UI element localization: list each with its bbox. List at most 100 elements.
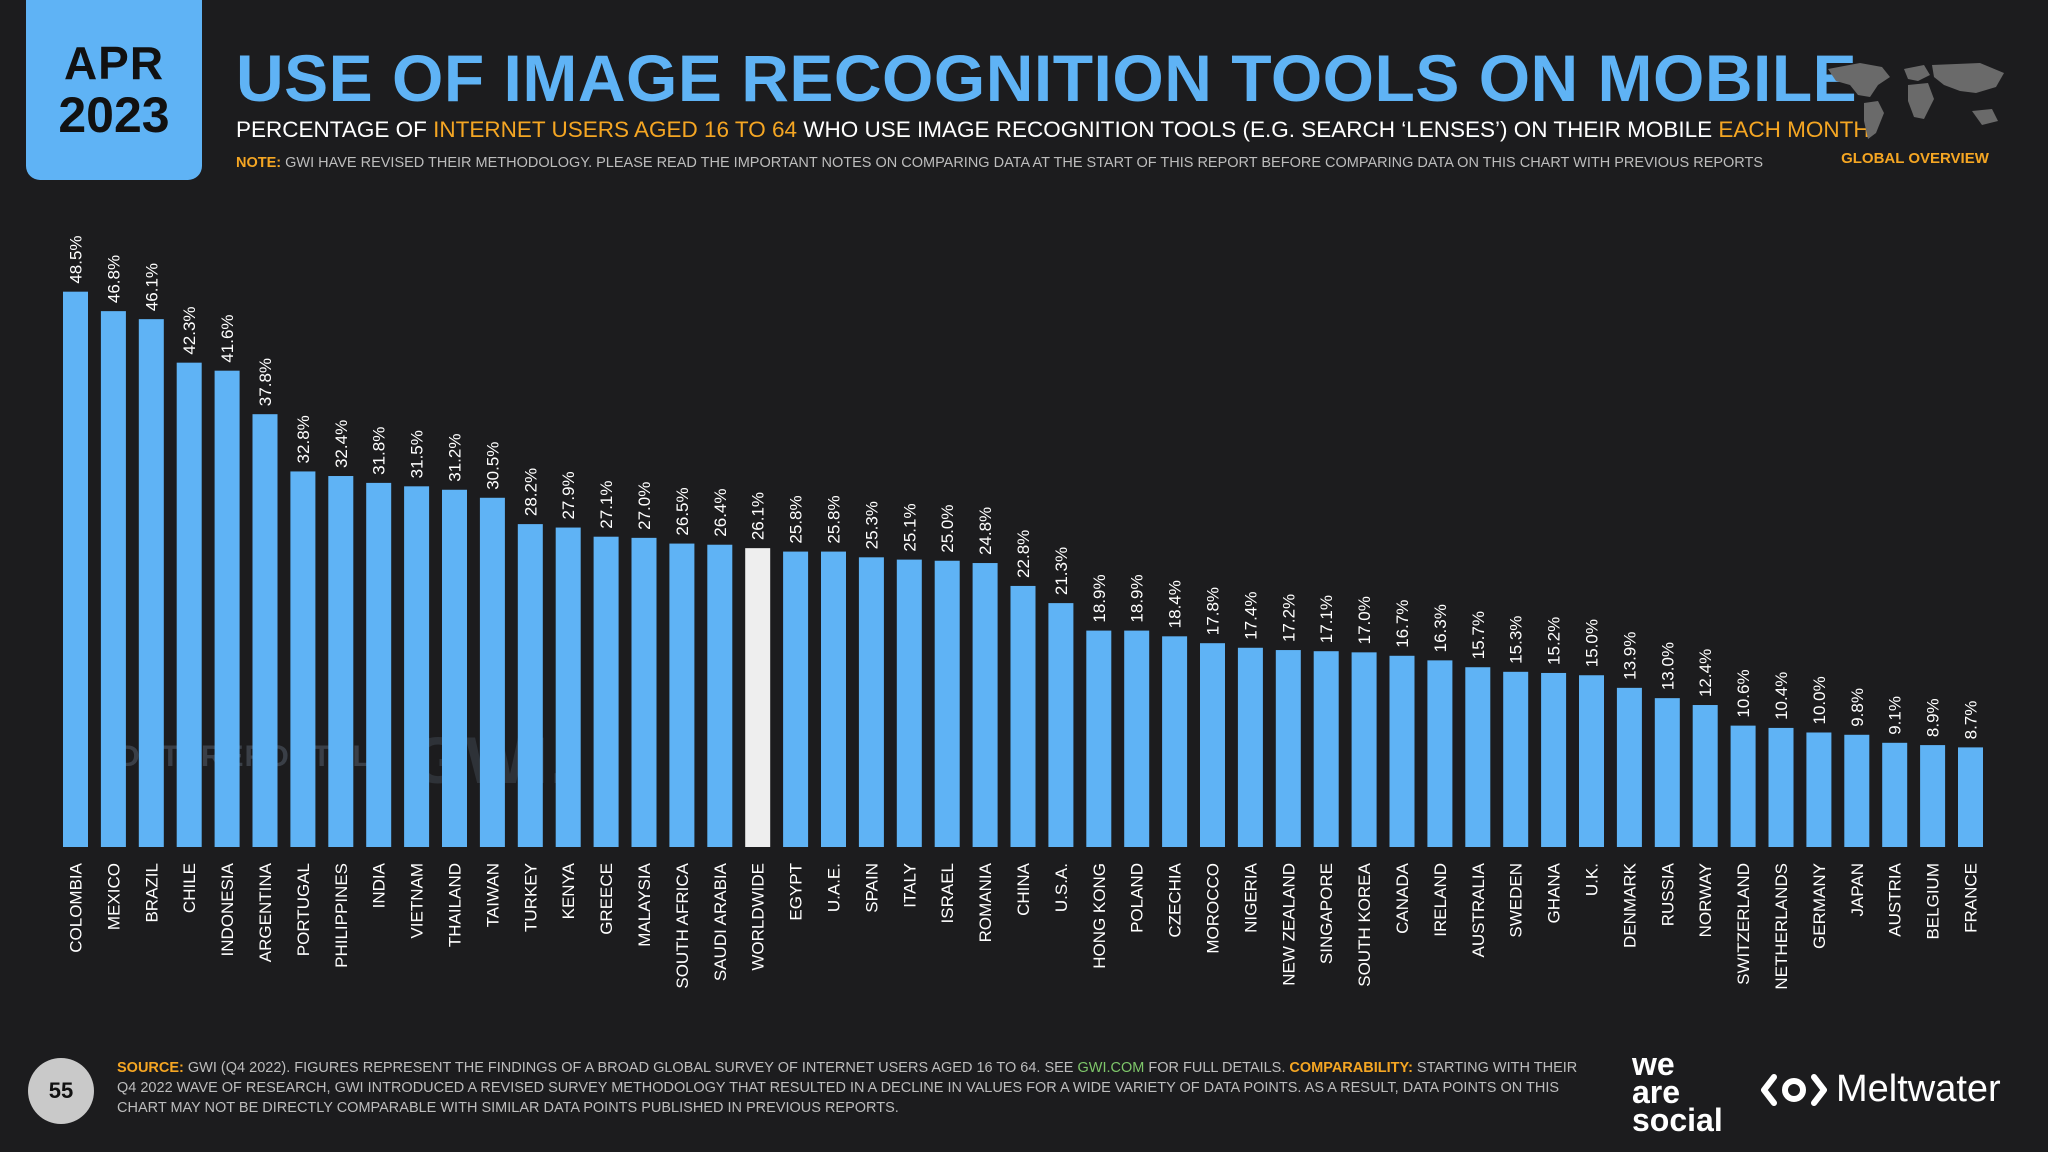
category-label: U.S.A. <box>1052 863 1071 912</box>
bar-u-a-e <box>821 551 846 847</box>
subtitle-part2: WHO USE IMAGE RECOGNITION TOOLS (E.G. SE… <box>797 117 1719 142</box>
value-label: 15.3% <box>1507 616 1526 664</box>
value-label: 17.1% <box>1317 595 1336 643</box>
value-label: 27.0% <box>635 482 654 530</box>
category-label: COLOMBIA <box>67 862 86 952</box>
bar-turkey <box>517 524 543 847</box>
category-label: U.A.E. <box>825 863 844 912</box>
value-label: 48.5% <box>67 235 86 283</box>
value-label: 32.4% <box>332 420 351 468</box>
category-label: POLAND <box>1128 863 1147 933</box>
bar-australia <box>1465 667 1491 847</box>
category-label: MOROCCO <box>1204 863 1223 954</box>
value-label: 15.2% <box>1545 617 1564 665</box>
source-text-2: FOR FULL DETAILS. <box>1144 1060 1290 1076</box>
bar-belgium <box>1920 745 1946 847</box>
category-label: VIETNAM <box>408 863 427 939</box>
page-subtitle: PERCENTAGE OF INTERNET USERS AGED 16 TO … <box>236 117 1870 143</box>
bar-singapore <box>1313 651 1339 847</box>
bar-morocco <box>1200 643 1225 847</box>
category-label: BRAZIL <box>142 863 161 923</box>
bar-netherlands <box>1768 727 1794 847</box>
value-label: 13.0% <box>1658 642 1677 690</box>
bar-denmark <box>1616 687 1642 847</box>
category-label: PORTUGAL <box>294 863 313 956</box>
bar-germany <box>1806 732 1832 847</box>
bar-thailand <box>442 489 467 847</box>
category-label: CHILE <box>180 863 199 913</box>
value-label: 25.8% <box>825 495 844 543</box>
category-label: SOUTH KOREA <box>1355 862 1374 986</box>
bar-greece <box>593 536 619 847</box>
bar-philippines <box>328 476 354 847</box>
value-label: 18.9% <box>1090 574 1109 622</box>
category-label: SPAIN <box>862 863 881 913</box>
category-label: BELGIUM <box>1924 863 1943 940</box>
value-label: 17.4% <box>1241 592 1260 640</box>
category-label: PHILIPPINES <box>332 863 351 968</box>
page-title: USE OF IMAGE RECOGNITION TOOLS ON MOBILE <box>236 41 1858 115</box>
subtitle-part1: PERCENTAGE OF <box>236 117 434 142</box>
value-label: 46.1% <box>142 263 161 311</box>
value-label: 21.3% <box>1052 547 1071 595</box>
value-label: 18.4% <box>1166 580 1185 628</box>
category-label: IRELAND <box>1431 863 1450 937</box>
bar-chart: 48.5% COLOMBIA 46.8% MEXICO 46.1% BRAZIL 42.3%… <box>63 235 1983 990</box>
bar-canada <box>1389 655 1415 847</box>
source-link[interactable]: GWI.COM <box>1077 1060 1145 1076</box>
value-label: 46.8% <box>104 255 123 303</box>
value-label: 27.9% <box>559 471 578 519</box>
bar-saudi-arabia <box>707 544 733 847</box>
category-label: TAIWAN <box>483 863 502 927</box>
bar-switzerland <box>1730 725 1756 847</box>
category-label: CZECHIA <box>1166 862 1185 937</box>
value-label: 42.3% <box>180 306 199 354</box>
bar-kenya <box>555 527 581 847</box>
bar-japan <box>1844 734 1870 847</box>
date-month: APR <box>63 37 165 89</box>
value-label: 10.6% <box>1734 669 1753 717</box>
category-label: ISRAEL <box>938 863 957 923</box>
value-label: 26.1% <box>749 492 768 540</box>
category-label: ARGENTINA <box>256 862 275 962</box>
world-map-icon <box>1828 63 2004 139</box>
bar-hong-kong <box>1086 630 1112 847</box>
category-label: CANADA <box>1393 862 1412 934</box>
bar-sweden <box>1503 671 1529 847</box>
value-label: 26.5% <box>673 487 692 535</box>
bar-indonesia <box>214 370 240 847</box>
we-are-social-logo: we are social <box>1632 1048 1723 1136</box>
value-label: 27.1% <box>597 481 616 529</box>
value-label: 41.6% <box>218 314 237 362</box>
category-label: SAUDI ARABIA <box>711 862 730 981</box>
value-label: 31.8% <box>370 427 389 475</box>
bar-russia <box>1654 698 1680 847</box>
value-label: 17.8% <box>1204 587 1223 635</box>
value-label: 28.2% <box>521 468 540 516</box>
value-label: 26.4% <box>711 489 730 537</box>
bar-south-africa <box>669 543 695 847</box>
bar-egypt <box>783 551 809 847</box>
category-label: AUSTRIA <box>1886 862 1905 936</box>
value-label: 25.8% <box>787 495 806 543</box>
category-label: SWEDEN <box>1507 863 1526 938</box>
bar-ghana <box>1541 672 1567 847</box>
bar-romania <box>972 563 998 847</box>
value-label: 10.0% <box>1810 676 1829 724</box>
value-label: 25.3% <box>862 501 881 549</box>
category-label: DENMARK <box>1620 862 1639 948</box>
bar-u-s-a <box>1048 603 1074 847</box>
value-label: 9.8% <box>1848 688 1867 727</box>
bar-spain <box>858 557 884 847</box>
category-label: INDONESIA <box>218 862 237 956</box>
meltwater-wordmark: Meltwater <box>1836 1068 2001 1110</box>
bar-taiwan <box>479 497 505 847</box>
category-label: NEW ZEALAND <box>1279 863 1298 986</box>
comparability-text: STARTING WITH THEIR Q4 2022 WAVE OF RESE… <box>117 1060 1578 1116</box>
bar-colombia <box>63 291 88 847</box>
value-label: 16.3% <box>1431 604 1450 652</box>
bar-czechia <box>1162 636 1188 847</box>
bar-china <box>1010 585 1036 847</box>
bar-malaysia <box>631 537 657 847</box>
bar-south-korea <box>1351 652 1377 847</box>
